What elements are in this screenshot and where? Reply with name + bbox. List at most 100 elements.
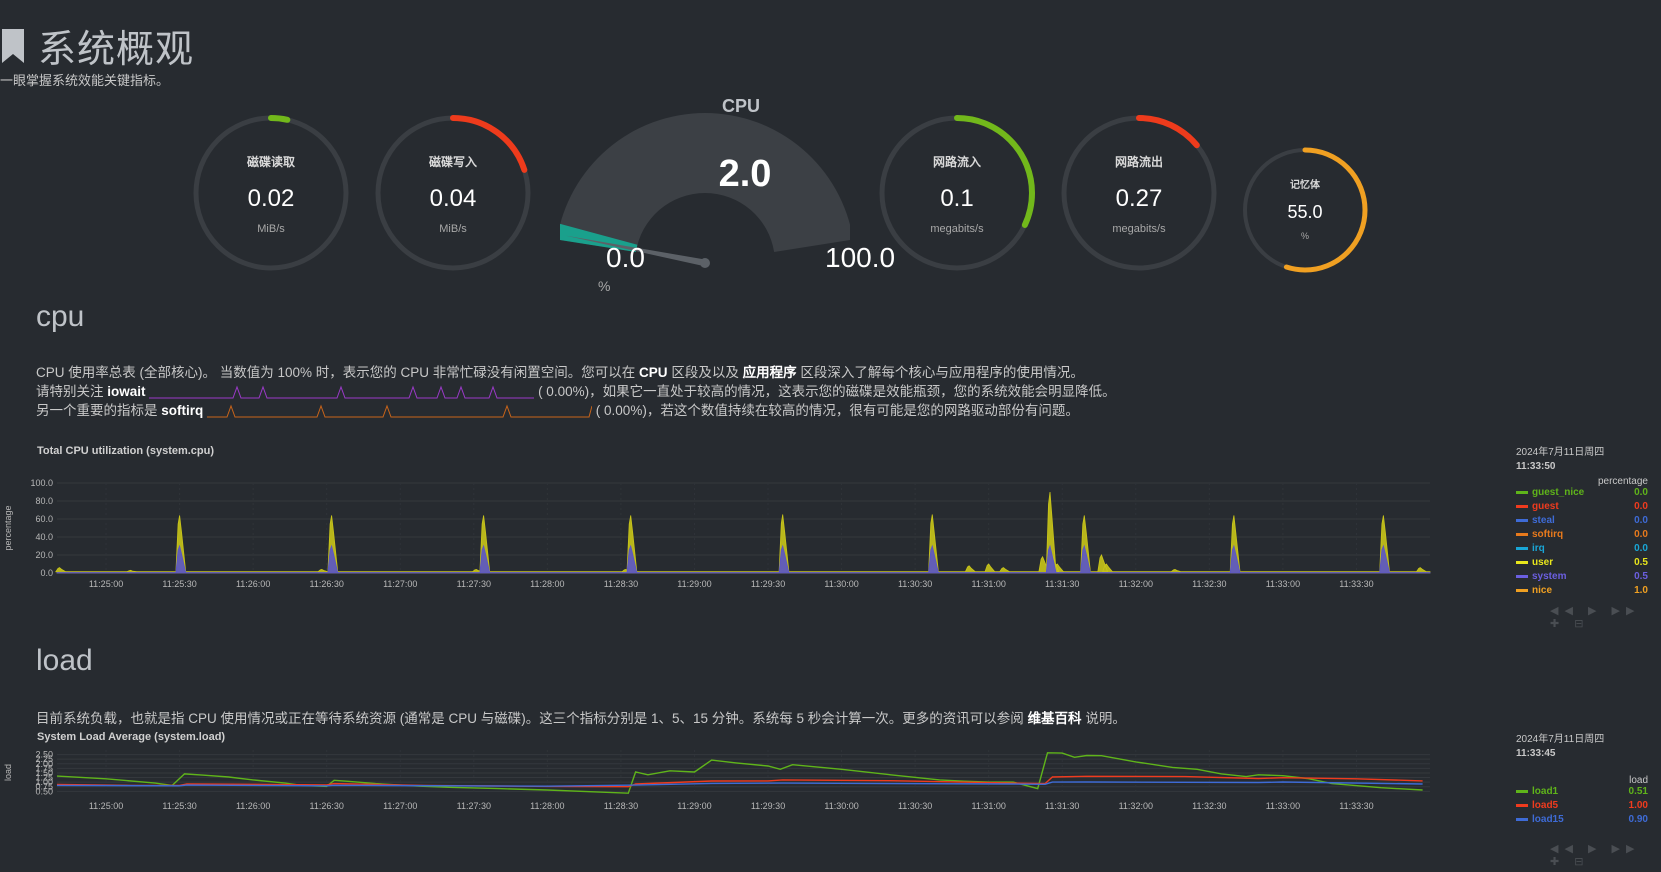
legend-swatch xyxy=(1516,546,1528,550)
legend-item-load5[interactable]: load5 1.00 xyxy=(1516,800,1648,814)
load-section-title: load xyxy=(36,644,93,677)
legend-time: 11:33:50 xyxy=(1516,461,1556,472)
cpu-gauge-value: 2.0 xyxy=(718,153,772,195)
x-tick-label: 11:28:30 xyxy=(604,801,638,811)
net-out-gauge[interactable]: 网路流出 0.27 megabits/s xyxy=(1059,113,1219,273)
y-tick-label: 40.0 xyxy=(35,532,53,542)
legend-item-irq[interactable]: irq 0.0 xyxy=(1516,543,1648,557)
legend-swatch xyxy=(1516,518,1528,522)
legend-value: 1.00 xyxy=(1628,800,1648,811)
desc-text: 区段深入了解每个核心与应用程序的使用情况。 xyxy=(800,365,1084,380)
x-tick-label: 11:33:00 xyxy=(1266,801,1300,811)
gauge-unit: megabits/s xyxy=(1112,223,1166,235)
cpu-gauge-max: 100.0 xyxy=(825,242,896,273)
gauge-value: 0.1 xyxy=(940,185,974,212)
cpu-link[interactable]: CPU xyxy=(639,365,668,380)
cpu-chart[interactable]: 0.0 20.0 40.0 60.0 80.0 100.0 11:25:00 11:25:30… xyxy=(0,455,1510,620)
gauge-value: 0.04 xyxy=(429,185,477,212)
legend-name: load15 xyxy=(1532,814,1564,825)
gauge-label: 记忆体 xyxy=(1290,180,1320,191)
y-tick-label: 0.75 xyxy=(35,782,53,792)
cpu-gauge-unit: % xyxy=(598,278,611,294)
disk-write-gauge[interactable]: 磁碟写入 0.04 MiB/s xyxy=(373,113,533,273)
legend-list: guest_nice 0.0 guest 0.0 steal 0.0 softirq 0.0 i… xyxy=(1516,487,1648,599)
x-tick-label: 11:30:00 xyxy=(824,801,858,811)
legend-units: load xyxy=(1629,775,1648,786)
disk-read-gauge[interactable]: 磁碟读取 0.02 MiB/s xyxy=(191,113,351,273)
x-tick-label: 11:31:30 xyxy=(1045,801,1079,811)
legend-value: 0.90 xyxy=(1628,814,1648,825)
legend-item-guest[interactable]: guest 0.0 xyxy=(1516,501,1648,515)
disk-read-ring xyxy=(193,115,349,271)
applications-link[interactable]: 应用程序 xyxy=(742,365,797,380)
legend-list: load1 0.51 load5 1.00 load15 0.90 xyxy=(1516,786,1648,828)
legend-name: load1 xyxy=(1532,786,1559,797)
load-chart-legend: 2024年7月11日周四 11:33:45 load load1 0.51 load… xyxy=(1516,733,1648,828)
x-tick-label: 11:25:00 xyxy=(89,801,123,811)
load-chart[interactable]: 0.500.751.001.251.501.752.002.252.50 11:2… xyxy=(0,740,1510,850)
disk-write-ring xyxy=(375,115,531,271)
desc-text: CPU 使用率总表 (全部核心)。 当数值为 100% 时，表示您的 CPU 非… xyxy=(36,365,636,380)
legend-item-guest_nice[interactable]: guest_nice 0.0 xyxy=(1516,487,1648,501)
memory-gauge[interactable]: 记忆体 55.0 % xyxy=(1241,146,1369,274)
x-tick-label: 11:32:00 xyxy=(1119,801,1153,811)
load-chart-controls[interactable]: ◀◀ ▶ ▶▶ ✚ ⊟ xyxy=(1550,843,1641,868)
cpu-gauge-title: CPU xyxy=(722,96,761,116)
legend-value: 0.5 xyxy=(1634,557,1648,568)
legend-item-nice[interactable]: nice 1.0 xyxy=(1516,585,1648,599)
y-tick-label: 1.50 xyxy=(35,768,53,778)
y-tick-label: 2.25 xyxy=(35,754,53,764)
y-tick-label: 1.75 xyxy=(35,763,53,773)
load-desc: 目前系统负载，也就是指 CPU 使用情况或正在等待系统资源 (通常是 CPU 与… xyxy=(36,707,1126,727)
y-axis-label: load xyxy=(3,764,13,781)
gauge-label: 磁碟读取 xyxy=(246,155,295,169)
iowait-sparkline[interactable] xyxy=(149,384,535,400)
x-tick-label: 11:32:00 xyxy=(1119,579,1153,589)
legend-item-softirq[interactable]: softirq 0.0 xyxy=(1516,529,1648,543)
legend-value: 1.0 xyxy=(1634,585,1648,596)
legend-item-user[interactable]: user 0.5 xyxy=(1516,557,1648,571)
cpu-desc-line3: 另一个重要的指标是 softirq ( 0.00%)，若这个数值持续在较高的情况… xyxy=(36,399,1079,419)
x-tick-label: 11:25:00 xyxy=(89,579,123,589)
gauge-value: 0.27 xyxy=(1115,185,1163,212)
net-in-gauge[interactable]: 网路流入 0.1 megabits/s xyxy=(877,113,1037,273)
legend-value: 0.0 xyxy=(1634,501,1648,512)
legend-item-load1[interactable]: load1 0.51 xyxy=(1516,786,1648,800)
x-tick-label: 11:26:30 xyxy=(310,801,344,811)
cpu-chart-controls[interactable]: ◀◀ ▶ ▶▶ ✚ ⊟ xyxy=(1550,605,1641,630)
x-tick-label: 11:29:30 xyxy=(751,579,785,589)
legend-value: 0.0 xyxy=(1634,543,1648,554)
legend-swatch xyxy=(1516,803,1528,807)
desc-text: 目前系统负载，也就是指 CPU 使用情况或正在等待系统资源 (通常是 CPU 与… xyxy=(36,711,1024,726)
cpu-chart-legend: 2024年7月11日周四 11:33:50 percentage guest_n… xyxy=(1516,446,1648,599)
legend-item-steal[interactable]: steal 0.0 xyxy=(1516,515,1648,529)
gauge-label: 磁碟写入 xyxy=(428,155,477,169)
legend-date: 2024年7月11日周四 xyxy=(1516,447,1605,458)
wikipedia-link[interactable]: 维基百科 xyxy=(1027,711,1082,726)
legend-name: guest_nice xyxy=(1532,487,1585,498)
net-in-ring xyxy=(879,115,1035,271)
desc-text: 另一个重要的指标是 xyxy=(36,403,158,418)
gauge-unit: MiB/s xyxy=(257,223,285,235)
desc-text: 说明。 xyxy=(1085,711,1126,726)
x-tick-label: 11:25:30 xyxy=(162,801,196,811)
x-tick-label: 11:30:00 xyxy=(824,579,858,589)
cpu-gauge[interactable] xyxy=(560,110,850,285)
legend-item-load15[interactable]: load15 0.90 xyxy=(1516,814,1648,828)
legend-swatch xyxy=(1516,490,1528,494)
y-tick-label: 2.00 xyxy=(35,759,53,769)
y-tick-label: 0.50 xyxy=(35,786,53,796)
page-header: 系统概观 xyxy=(0,18,194,73)
gauge-unit: megabits/s xyxy=(930,223,984,235)
softirq-sparkline[interactable] xyxy=(207,403,593,419)
legend-date: 2024年7月11日周四 xyxy=(1516,734,1605,745)
x-tick-label: 11:31:00 xyxy=(971,579,1005,589)
gauge-arc xyxy=(1242,147,1368,273)
legend-swatch xyxy=(1516,504,1528,508)
x-tick-label: 11:31:00 xyxy=(971,801,1005,811)
legend-item-system[interactable]: system 0.5 xyxy=(1516,571,1648,585)
cpu-desc-line2: 请特别关注 iowait ( 0.00%)，如果它一直处于较高的情况，这表示您的… xyxy=(36,380,1116,400)
cpu-chart-title: Total CPU utilization (system.cpu) xyxy=(37,445,215,457)
y-tick-label: 1.00 xyxy=(35,777,53,787)
legend-units: percentage xyxy=(1597,476,1648,487)
